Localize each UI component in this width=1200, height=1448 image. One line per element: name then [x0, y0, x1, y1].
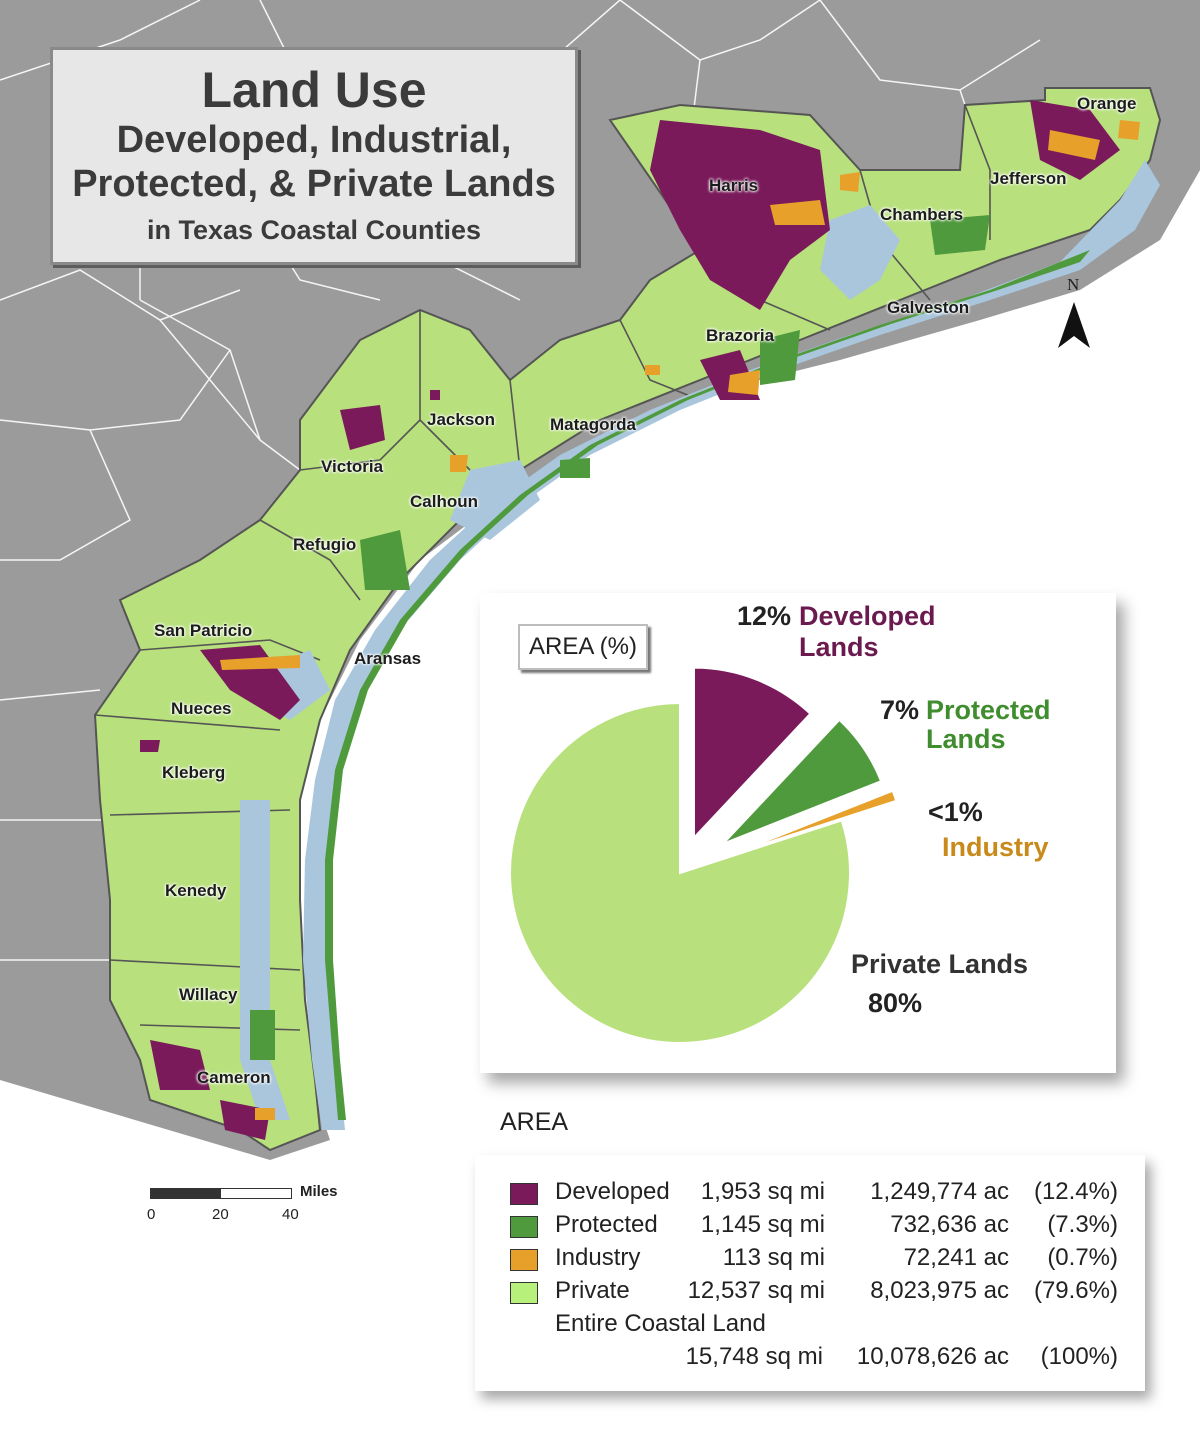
- county-label-chambers: Chambers: [880, 205, 964, 224]
- county-label-galveston: Galveston: [887, 298, 970, 317]
- row-pct: (7.3%): [1047, 1211, 1118, 1238]
- county-label-calhoun: Calhoun: [410, 492, 478, 511]
- map-subtitle-line2: Protected, & Private Lands: [72, 163, 556, 205]
- county-label-victoria: Victoria: [321, 457, 384, 476]
- pie-label-industry-pct: <1%: [928, 797, 983, 827]
- map-title-box: Land Use Developed, Industrial, Protecte…: [50, 47, 578, 265]
- total-acres: 10,078,626 ac: [856, 1343, 1009, 1370]
- county-label-kenedy: Kenedy: [165, 881, 227, 900]
- pie-label-developed-pct: 12%: [737, 601, 792, 631]
- row-pct: (79.6%): [1033, 1277, 1118, 1304]
- scale-unit: Miles: [300, 1183, 338, 1200]
- county-label-kleberg: Kleberg: [162, 763, 226, 782]
- county-label-harris: Harris: [709, 176, 759, 195]
- pie-label-industry-line1: Industry: [942, 832, 1049, 862]
- matagorda-bay: [450, 460, 540, 540]
- pie-label-protected-line2: Lands: [926, 724, 1006, 754]
- pie-label-private-pct: 80%: [868, 988, 923, 1018]
- row-sqmi: 12,537 sq mi: [687, 1277, 825, 1304]
- area-table-card: [475, 1155, 1145, 1391]
- row-acres: 72,241 ac: [903, 1244, 1009, 1271]
- industry-patches: [220, 120, 1140, 1120]
- row-sqmi: 1,953 sq mi: [700, 1178, 825, 1205]
- swatch-private: [510, 1282, 538, 1304]
- map-title: Land Use: [201, 62, 427, 118]
- swatch-protected: [510, 1216, 538, 1238]
- swatch-developed: [510, 1183, 538, 1205]
- row-pct: (12.4%): [1033, 1178, 1118, 1205]
- area-table-heading: AREA: [500, 1108, 569, 1136]
- scale-tick-0: 0: [147, 1206, 156, 1223]
- map-subtitle-line1: Developed, Industrial,: [116, 119, 512, 161]
- map-subtitle-region: in Texas Coastal Counties: [146, 215, 482, 245]
- scale-tick-20: 20: [212, 1206, 229, 1223]
- pie-slice-private: [509, 701, 851, 1044]
- county-label-willacy: Willacy: [179, 985, 238, 1004]
- galveston-bay: [820, 205, 900, 300]
- row-acres: 732,636 ac: [890, 1211, 1009, 1238]
- row-name: Industry: [555, 1244, 641, 1271]
- pie-chart: [509, 666, 898, 1044]
- county-label-brazoria: Brazoria: [706, 326, 775, 345]
- row-sqmi: 1,145 sq mi: [700, 1211, 825, 1238]
- pie-heading: AREA (%): [518, 624, 648, 670]
- pie-slice-protected: [722, 718, 883, 845]
- row-sqmi: 113 sq mi: [722, 1244, 825, 1271]
- total-pct: (100%): [1040, 1343, 1118, 1370]
- county-label-san-patricio: San Patricio: [154, 621, 253, 640]
- row-acres: 1,249,774 ac: [870, 1178, 1009, 1205]
- pie-label-protected-pct: 7%: [880, 695, 920, 725]
- county-label-orange: Orange: [1077, 94, 1137, 113]
- county-label-cameron: Cameron: [197, 1068, 271, 1087]
- total-sqmi: 15,748 sq mi: [685, 1343, 823, 1370]
- pie-label-private-line1: Private Lands: [851, 949, 1029, 979]
- row-pct: (0.7%): [1047, 1244, 1118, 1271]
- county-label-aransas: Aransas: [354, 649, 422, 668]
- row-name: Private: [555, 1277, 630, 1304]
- north-arrow: [1058, 302, 1090, 348]
- row-name: Developed: [555, 1178, 670, 1205]
- pie-label-protected-line1: Protected: [926, 695, 1051, 725]
- scale-tick-40: 40: [282, 1206, 299, 1223]
- swatch-industry: [510, 1249, 538, 1271]
- total-label: Entire Coastal Land: [555, 1310, 766, 1337]
- row-acres: 8,023,975 ac: [870, 1277, 1009, 1304]
- county-label-refugio: Refugio: [293, 535, 357, 554]
- county-label-matagorda: Matagorda: [550, 415, 636, 434]
- protected-patches: [250, 215, 990, 1060]
- north-arrow-icon: [1058, 302, 1090, 348]
- county-label-jefferson: Jefferson: [990, 169, 1067, 188]
- north-label: N: [1067, 275, 1080, 294]
- county-label-nueces: Nueces: [171, 699, 232, 718]
- row-name: Protected: [555, 1211, 658, 1238]
- county-label-jackson: Jackson: [427, 410, 496, 429]
- pie-label-developed-line1: Developed: [799, 601, 936, 631]
- pie-slice-industry: [734, 789, 898, 855]
- pie-slice-developed: [692, 666, 812, 841]
- pie-label-developed-line2: Lands: [799, 632, 879, 662]
